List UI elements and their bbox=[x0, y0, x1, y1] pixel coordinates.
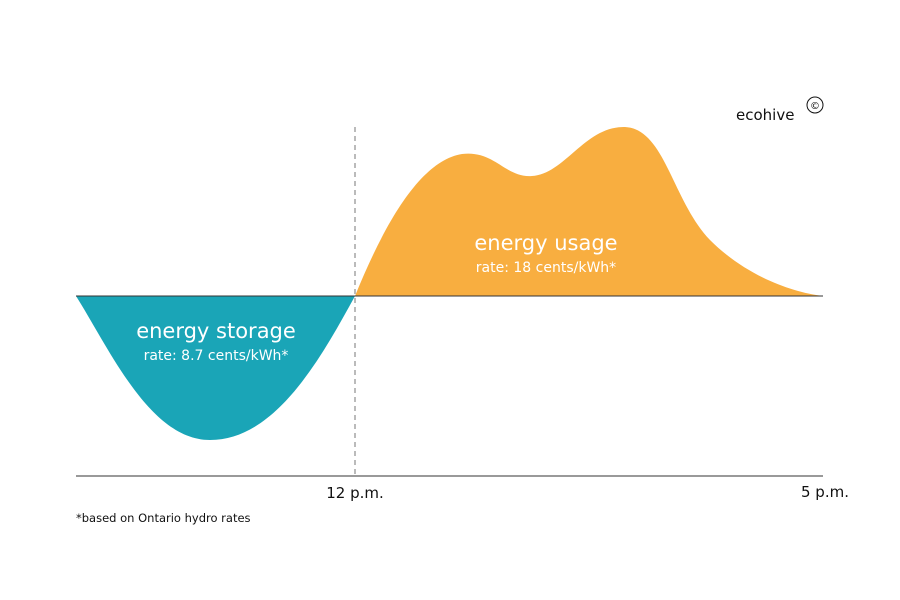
x-tick-label-noon: 12 p.m. bbox=[326, 484, 384, 502]
footnote: *based on Ontario hydro rates bbox=[76, 511, 251, 525]
energy-storage-rate: rate: 8.7 cents/kWh* bbox=[144, 348, 289, 364]
energy-usage-label: energy usage bbox=[474, 231, 617, 255]
energy-usage-rate: rate: 18 cents/kWh* bbox=[476, 260, 616, 276]
copyright-mark: © bbox=[810, 101, 820, 112]
energy-storage-label: energy storage bbox=[136, 319, 296, 343]
energy-usage-area bbox=[355, 126, 823, 296]
copyright-icon: © bbox=[806, 96, 824, 114]
energy-storage-area bbox=[76, 296, 355, 440]
brand-name: ecohive bbox=[736, 106, 794, 124]
x-tick-label-5pm: 5 p.m. bbox=[801, 483, 849, 501]
